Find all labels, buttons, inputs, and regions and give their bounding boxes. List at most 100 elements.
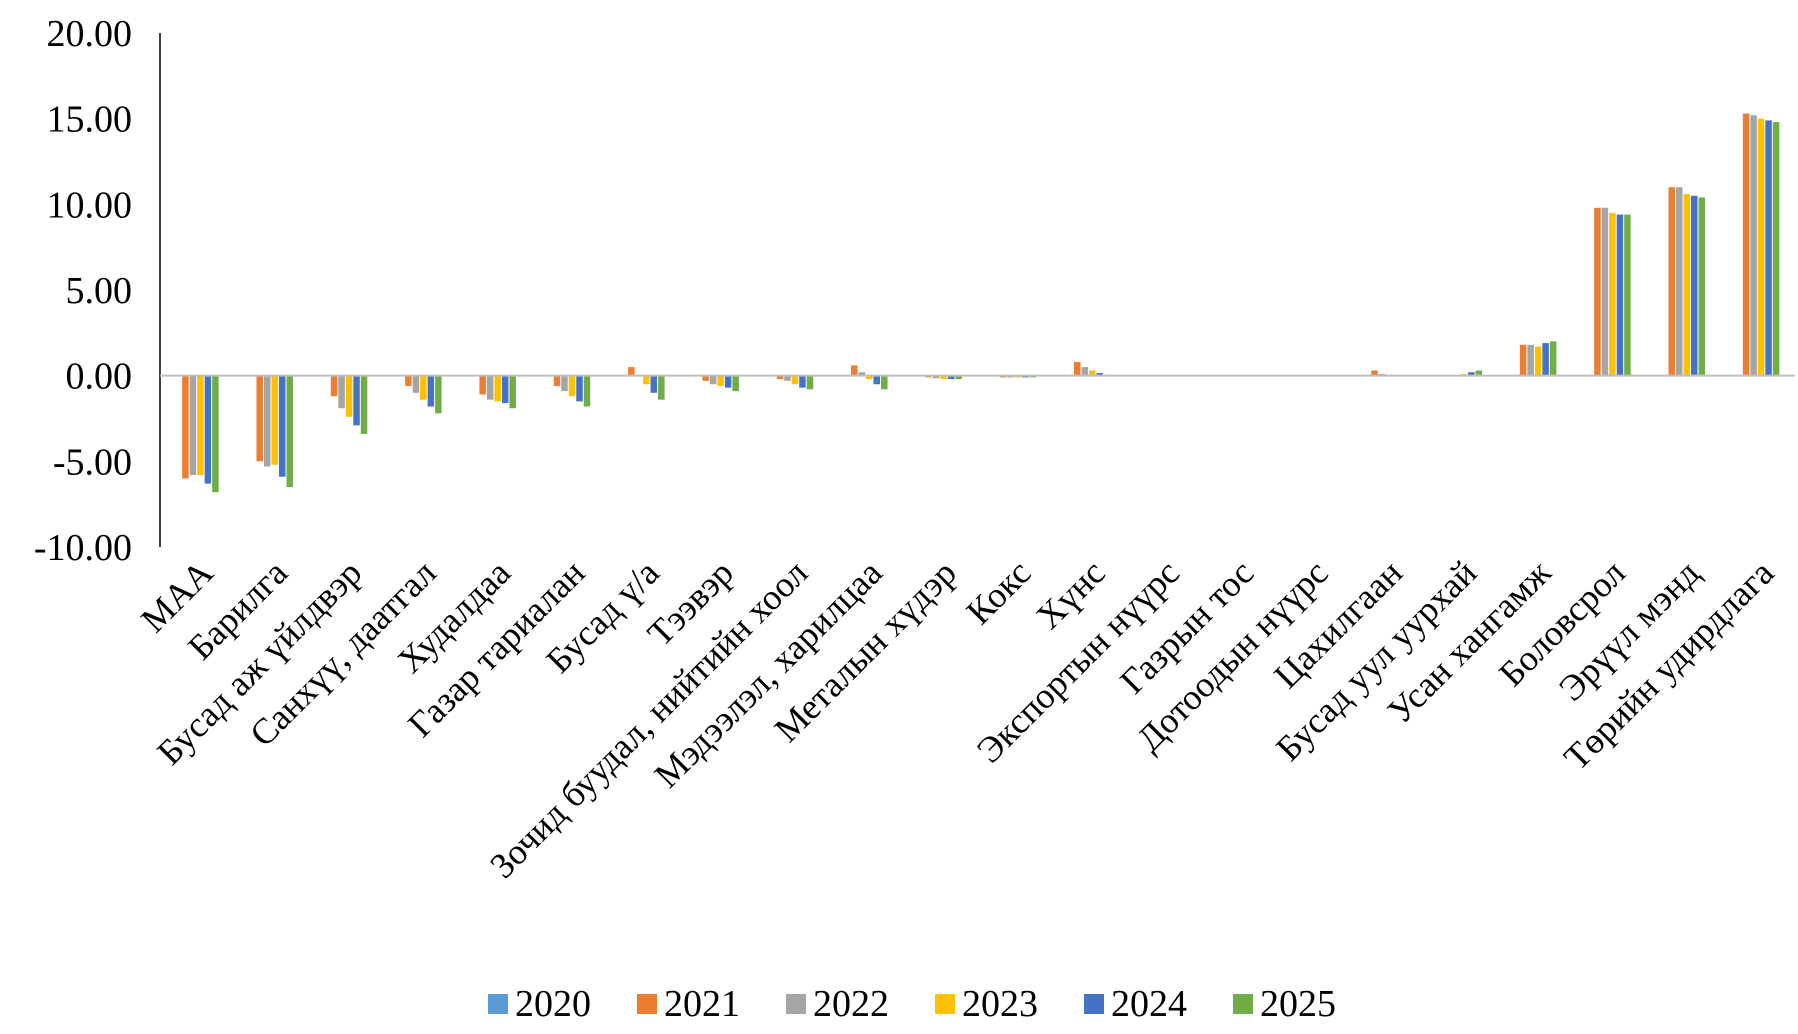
legend-label: 2024 — [1111, 983, 1187, 1025]
bar-2023 — [791, 375, 799, 385]
legend-label: 2020 — [515, 983, 591, 1025]
bar-2024 — [1765, 120, 1772, 376]
bar-2022 — [858, 372, 866, 376]
bar-2022 — [1750, 115, 1757, 376]
bar-2024 — [724, 375, 732, 388]
bar-2025 — [286, 375, 293, 488]
legend-label: 2025 — [1260, 983, 1336, 1025]
bar-2021 — [628, 367, 635, 376]
bar-2024 — [501, 375, 509, 404]
bar-2025 — [1549, 341, 1557, 376]
bar-2023 — [1088, 370, 1096, 376]
bar-2025 — [583, 375, 591, 407]
y-axis: 20.00 15.00 10.00 5.00 0.00 -5.00 -10.00 — [34, 13, 161, 569]
bar-2024 — [947, 375, 955, 380]
bar-2024 — [1542, 343, 1549, 376]
bar-2022 — [784, 375, 791, 381]
bar-2024 — [278, 375, 286, 477]
legend-swatch — [488, 994, 508, 1014]
bar-2023 — [1534, 346, 1542, 376]
bar-2025 — [509, 375, 516, 409]
bar-2021 — [702, 375, 709, 381]
bar-2023 — [271, 375, 278, 465]
bar-2025 — [658, 375, 665, 400]
bar-2024 — [204, 375, 212, 484]
bar-2021 — [1742, 113, 1750, 376]
bar-2022 — [561, 375, 568, 392]
bar-2024 — [1616, 214, 1624, 376]
legend-swatch — [935, 994, 955, 1014]
legend: 2020 2021 2022 2023 2024 2025 — [488, 983, 1336, 1025]
bar-2021 — [405, 375, 412, 386]
bar-2025 — [360, 375, 368, 434]
bar-2022 — [486, 375, 494, 400]
bar-2023 — [197, 375, 204, 476]
bar-2023 — [494, 375, 501, 402]
bar-2025 — [955, 375, 962, 380]
bar-2024 — [1096, 373, 1103, 376]
bar-2021 — [851, 365, 858, 376]
bar-2022 — [709, 375, 717, 385]
bar-2021 — [776, 375, 784, 380]
legend-swatch — [637, 994, 657, 1014]
bar-2022 — [1081, 367, 1088, 376]
bar-2024 — [427, 375, 435, 407]
legend-label: 2022 — [813, 983, 889, 1025]
bar-2023 — [866, 375, 873, 380]
bar-2024 — [353, 375, 360, 426]
legend-swatch — [1233, 994, 1253, 1014]
bar-2021 — [1371, 370, 1378, 376]
bar-2022 — [189, 375, 197, 476]
bar-2024 — [576, 375, 583, 402]
bar-2024 — [1468, 372, 1475, 376]
legend-swatch — [786, 994, 806, 1014]
bar-2021 — [1073, 361, 1081, 376]
bar-2025 — [806, 375, 814, 390]
bar-2023 — [1609, 212, 1616, 376]
bar-2023 — [717, 375, 724, 386]
bar-2025 — [1698, 197, 1706, 376]
bar-2022 — [932, 375, 940, 379]
y-tick-label: 5.00 — [66, 270, 133, 312]
bar-2022 — [1676, 187, 1683, 376]
x-tick-label: Кокс — [959, 552, 1039, 632]
bar-2023 — [345, 375, 353, 417]
bar-2023 — [643, 375, 650, 385]
bar-2021 — [256, 375, 263, 462]
bar-2021 — [1594, 207, 1601, 376]
bar-2024 — [873, 375, 881, 385]
bar-2025 — [732, 375, 739, 392]
bar-2023 — [1757, 118, 1765, 376]
bar-2025 — [1624, 214, 1631, 376]
y-tick-label: 15.00 — [47, 99, 133, 141]
bar-2023 — [1683, 194, 1691, 376]
legend-label: 2023 — [962, 983, 1038, 1025]
bar-2022 — [1527, 344, 1534, 376]
bar-2025 — [212, 375, 219, 493]
bar-2025 — [1772, 122, 1780, 376]
bar-2024 — [1691, 195, 1698, 376]
bar-2025 — [435, 375, 442, 414]
bar-2021 — [1668, 187, 1676, 376]
bar-2022 — [412, 375, 420, 393]
bar-2021 — [479, 375, 486, 395]
bars — [182, 113, 1780, 493]
y-tick-label: -10.00 — [34, 527, 132, 569]
y-tick-label: -5.00 — [53, 441, 132, 483]
bar-2023 — [940, 375, 947, 380]
y-tick-label: 10.00 — [47, 184, 133, 226]
bar-2021 — [553, 375, 561, 386]
bar-2024 — [650, 375, 658, 393]
bar-2022 — [1601, 207, 1609, 376]
legend-swatch — [1084, 994, 1104, 1014]
bar-2022 — [338, 375, 345, 409]
bar-2025 — [881, 375, 888, 390]
bar-2023 — [568, 375, 576, 397]
bar-2021 — [1519, 344, 1527, 376]
bar-2024 — [799, 375, 806, 388]
y-tick-label: 0.00 — [66, 356, 133, 398]
legend-label: 2021 — [664, 983, 740, 1025]
bar-2025 — [1475, 370, 1483, 376]
